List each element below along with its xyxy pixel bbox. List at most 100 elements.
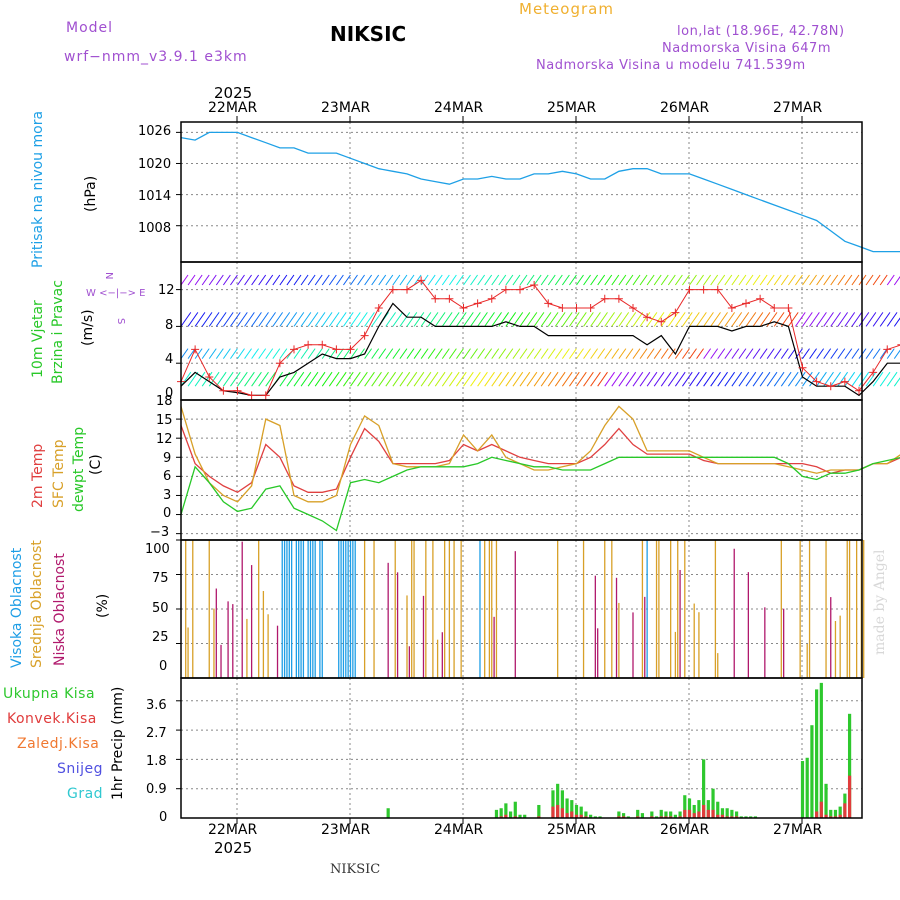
wind-barb (448, 312, 460, 327)
wind-barb (357, 312, 368, 327)
precip-total-bar (697, 800, 701, 818)
precip-convective-bar (570, 811, 574, 818)
wind-barb (498, 348, 507, 359)
wind-barb (526, 348, 535, 359)
wind-gust-marker (403, 285, 411, 294)
wind-barb (710, 312, 721, 327)
precip-total-bar (800, 761, 805, 818)
wind-barb (350, 274, 358, 286)
wind-barb (823, 348, 832, 359)
wind-barb (434, 371, 446, 387)
precip-total-bar (659, 809, 663, 818)
wind-barb (300, 348, 309, 359)
precip-total-bar (518, 814, 522, 818)
precip-convective-bar (636, 816, 640, 818)
wind-barb (802, 312, 813, 327)
wind-barb (802, 274, 810, 286)
wind-barb (576, 371, 587, 387)
wind-barb (477, 348, 486, 359)
wind-barb (660, 348, 669, 359)
model-label: Model (66, 20, 114, 36)
y-tick-label: 8 (165, 318, 174, 333)
wind-gust-marker (643, 313, 652, 322)
precip-convective-bar (734, 816, 739, 818)
y-tick-label: 6 (163, 469, 172, 484)
wind-barb (865, 312, 877, 327)
wind-gust-marker (304, 340, 313, 349)
wind-barb (576, 274, 584, 286)
wind-barb (307, 348, 316, 359)
wind-barb (717, 371, 728, 387)
precip-total-bar (669, 811, 673, 818)
wind-barb (237, 274, 245, 286)
wind-barb (208, 312, 220, 327)
wind-barb (872, 274, 881, 286)
wind-gust-marker (756, 294, 765, 303)
wind-barb (554, 348, 563, 359)
precip-total-bar (673, 814, 677, 818)
wind-barb (385, 312, 397, 327)
wind-barb (314, 274, 323, 286)
wind-barb (491, 312, 502, 327)
precip-convective-bar (579, 814, 583, 818)
wind-gust-marker (600, 294, 609, 303)
compass-row: W <−|−> E (86, 288, 146, 299)
wind-barb (258, 348, 267, 359)
wind-barb (731, 348, 740, 359)
wind-barb (745, 274, 754, 286)
precip-total-bar (805, 757, 809, 818)
wind-barb (639, 371, 651, 387)
wind-barb (851, 371, 863, 387)
wind-barb (392, 348, 401, 359)
wind-barb (448, 274, 457, 286)
wind-gust-marker (530, 281, 539, 289)
wind-barb (646, 371, 658, 387)
wind-barb (674, 348, 683, 359)
wind-barb (547, 274, 556, 286)
wind-gust-marker (445, 294, 454, 303)
wind-barb (710, 274, 719, 286)
wind-barb (222, 312, 234, 327)
wind-gust-marker (657, 317, 666, 326)
wind-gust-marker (812, 377, 821, 386)
wind-barb (759, 312, 771, 327)
wind-barb (392, 312, 404, 327)
precip-convective-bar (499, 816, 503, 818)
wind-barb (717, 274, 726, 286)
precip-total-bar (537, 804, 541, 818)
precip-convective-bar (687, 809, 692, 818)
wind-barb (406, 274, 415, 286)
wind-barb (328, 371, 340, 387)
wind-barb (653, 348, 662, 359)
wind-barb (441, 312, 453, 327)
wind-barb (208, 371, 220, 387)
precip-total-bar (749, 816, 753, 818)
day-label-top: 22MAR (208, 100, 258, 116)
precip-total-bar (565, 798, 569, 818)
wind-barb (378, 348, 387, 359)
wind-barb (625, 274, 634, 286)
wind-barb (625, 348, 634, 359)
precip-convective-bar (833, 816, 838, 818)
y-tick-label: 0 (165, 386, 174, 401)
wind-gust-marker (685, 285, 694, 294)
day-label-top: 27MAR (773, 100, 823, 116)
wind-barb (844, 371, 856, 387)
wind-gust-marker (629, 304, 637, 312)
wind-gust-marker (275, 359, 284, 368)
day-label-top: 25MAR (547, 100, 597, 116)
wind-gust-marker (374, 304, 383, 312)
precip-total-bar (683, 795, 687, 818)
wind-barb (851, 348, 860, 359)
wind-barb (738, 312, 750, 327)
wind-barb (222, 371, 234, 387)
wind-barb (477, 312, 488, 327)
wind-barb (201, 371, 213, 387)
wind-gust-marker (544, 299, 553, 308)
wind-barb (639, 312, 651, 327)
day-label-bottom: 22MAR (208, 822, 258, 838)
wind-barb (272, 274, 281, 286)
precip-total-bar (574, 804, 579, 818)
wind-barb (569, 274, 577, 286)
